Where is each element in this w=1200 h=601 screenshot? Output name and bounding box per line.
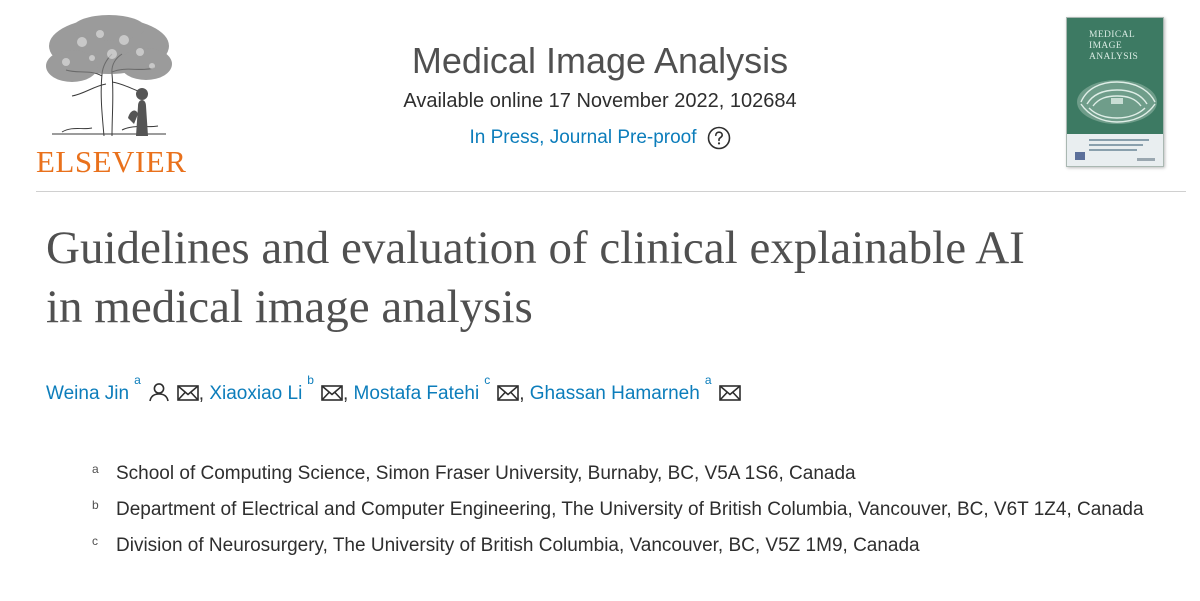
header-divider [36, 191, 1186, 192]
affiliation-label: a [92, 462, 99, 476]
article-title-line-1: Guidelines and evaluation of clinical ex… [46, 222, 1025, 274]
author-separator: , [342, 383, 349, 405]
journal-issue: Available online 17 November 2022, 10268… [403, 90, 797, 112]
affiliation-marker: a [134, 373, 141, 387]
author-mostafa-fatehi[interactable]: Mostafa Fatehic [353, 373, 491, 405]
publisher-name: ELSEVIER [36, 144, 187, 179]
affiliation-text: School of Computing Science, Simon Frase… [116, 463, 856, 484]
author-weina-jin[interactable]: Weina Jina [46, 373, 141, 405]
affiliation-item: b Department of Electrical and Computer … [92, 492, 1172, 528]
cover-brain-scan [1067, 68, 1163, 134]
journal-status: In Press, Journal Pre-proof [280, 126, 920, 150]
affiliation-list: a School of Computing Science, Simon Fra… [92, 456, 1172, 564]
author-separator: , [198, 383, 205, 405]
mail-icon[interactable] [718, 384, 741, 402]
article-title: Guidelines and evaluation of clinical ex… [46, 219, 1186, 337]
affiliation-text: Division of Neurosurgery, The University… [116, 535, 920, 556]
affiliation-label: c [92, 534, 98, 548]
affiliation-marker: c [484, 373, 491, 387]
affiliation-item: c Division of Neurosurgery, The Universi… [92, 528, 1172, 564]
affiliation-item: a School of Computing Science, Simon Fra… [92, 456, 1172, 492]
affiliation-marker: a [704, 373, 712, 387]
publisher-logo[interactable]: ELSEVIER [36, 14, 186, 179]
affiliation-label: b [92, 498, 99, 512]
affiliation-text: Department of Electrical and Computer En… [116, 499, 1144, 520]
cover-title: MEDICAL IMAGE ANALYSIS [1089, 30, 1139, 62]
journal-status-link[interactable]: In Press, Journal Pre-proof [469, 127, 697, 148]
mail-icon[interactable] [176, 384, 199, 402]
author-xiaoxiao-li[interactable]: Xiaoxiao Lib [209, 373, 314, 405]
author-list: Weina Jina, Xiaoxiao Lib, Mostafa Fatehi… [46, 373, 1146, 405]
affiliation-marker: b [307, 373, 314, 387]
journal-title[interactable]: Medical Image Analysis [411, 40, 789, 81]
journal-cover[interactable]: MEDICAL IMAGE ANALYSIS [1066, 17, 1164, 167]
question-circle-icon[interactable] [707, 126, 731, 150]
mail-icon[interactable] [497, 384, 520, 402]
author-ghassan-hamarneh[interactable]: Ghassan Hamarneha [529, 373, 712, 405]
article-title-line-2: in medical image analysis [46, 281, 533, 333]
author-separator: , [519, 383, 525, 405]
person-icon[interactable] [148, 382, 170, 402]
mail-icon[interactable] [321, 384, 343, 402]
cover-footer [1067, 134, 1163, 166]
elsevier-tree-icon [46, 15, 172, 137]
